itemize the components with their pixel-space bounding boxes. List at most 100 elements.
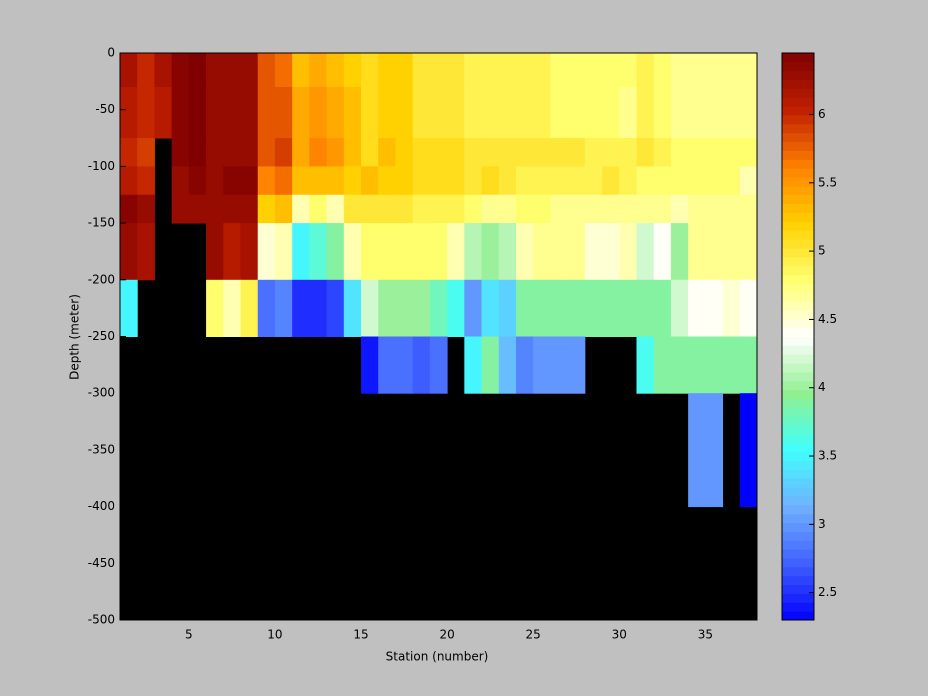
heatmap-cell [567,223,586,281]
heatmap-cell [361,194,379,224]
heatmap-cell [120,223,138,281]
colorbar-band [782,380,814,391]
colorbar-tick-label: 5.5 [818,175,837,189]
heatmap-cell [653,223,672,281]
heatmap-cell [171,87,190,139]
heatmap-cell [619,166,637,196]
y-tick-label: -350 [88,442,115,456]
heatmap-cell [343,53,362,88]
heatmap-cell [292,194,310,224]
colorbar-band [782,575,814,586]
heatmap-cell [636,138,655,167]
x-axis-label: Station (number) [386,650,489,664]
heatmap-cell [137,194,155,224]
heatmap-cell [240,53,259,88]
heatmap-cell [636,87,655,139]
y-tick-label: -50 [95,102,115,116]
heatmap-cell [739,87,758,139]
heatmap-cell [688,279,706,337]
colorbar-band [782,557,814,568]
heatmap-cell [602,166,620,196]
heatmap-cell [722,279,741,337]
heatmap-cell [326,53,345,88]
heatmap-cell [412,138,431,167]
colorbar-tick-label: 5 [818,244,826,258]
heatmap-cell [739,53,758,88]
heatmap-cell [395,166,414,196]
heatmap-cell [498,166,517,196]
heatmap-cell [412,53,431,88]
heatmap-cell [188,53,207,88]
heatmap-cell [447,138,465,167]
x-tick-label: 30 [612,628,627,642]
heatmap-cell [171,166,190,196]
heatmap-cell [292,279,310,337]
heatmap-cell [274,279,293,337]
heatmap-cell [223,53,242,88]
heatmap-cell [464,53,483,88]
colorbar-band [782,239,814,249]
heatmap-cell [412,336,431,394]
heatmap-cell [188,138,207,167]
heatmap-cell [240,223,259,281]
heatmap-cell [395,223,414,281]
colorbar-tick-label: 2.5 [818,585,837,599]
heatmap-cell [429,53,448,88]
heatmap-cell [653,194,672,224]
colorbar-band [782,504,814,515]
heatmap-cell [309,194,328,224]
heatmap-cell [257,194,276,224]
heatmap-cell [739,166,758,196]
heatmap-cell [378,87,396,139]
heatmap-cell [292,53,310,88]
heatmap-cell [412,223,431,281]
heatmap-cell [274,166,293,196]
heatmap-cell [533,138,551,167]
heatmap-cell [240,279,259,337]
heatmap-cell [361,166,379,196]
heatmap-cell [447,279,465,337]
heatmap-cell [223,223,242,281]
heatmap-cell [688,336,706,394]
heatmap-cell [274,53,293,88]
heatmap-cell [739,279,758,337]
heatmap-cell [533,223,551,281]
colorbar-band [782,309,814,320]
heatmap-cell [343,223,362,281]
heatmap-cell [722,166,741,196]
heatmap-cell [550,336,569,394]
x-tick-label: 35 [698,628,713,642]
colorbar-band [782,363,814,373]
x-tick-label: 25 [526,628,541,642]
x-tick-label: 20 [439,628,454,642]
heatmap-cell [378,336,396,394]
heatmap-cell [464,138,483,167]
heatmap-cell [223,138,242,167]
colorbar-band [782,531,814,541]
y-tick-label: -500 [88,613,115,627]
heatmap-cell [309,279,328,337]
colorbar-tick-label: 3.5 [818,449,837,463]
heatmap-cell [343,194,362,224]
y-tick-label: -200 [88,272,115,286]
heatmap-cell [533,87,551,139]
heatmap-cell [515,166,534,196]
heatmap-cell [670,138,689,167]
colorbar-band [782,115,814,125]
heatmap-cell [464,336,483,394]
x-tick-label: 5 [185,628,193,642]
colorbar-band [782,97,814,107]
heatmap-cell [309,166,328,196]
heatmap-cell [619,223,637,281]
heatmap-cell [722,87,741,139]
heatmap-cell [223,194,242,224]
heatmap-cell [619,194,637,224]
heatmap-cell [240,194,259,224]
heatmap-cell [584,279,603,337]
heatmap-cell [705,279,724,337]
colorbar-band [782,301,814,311]
y-tick-label: -100 [88,159,115,173]
colorbar-band [782,247,814,258]
heatmap-cell [395,279,414,337]
colorbar-tick-label: 3 [818,517,826,531]
